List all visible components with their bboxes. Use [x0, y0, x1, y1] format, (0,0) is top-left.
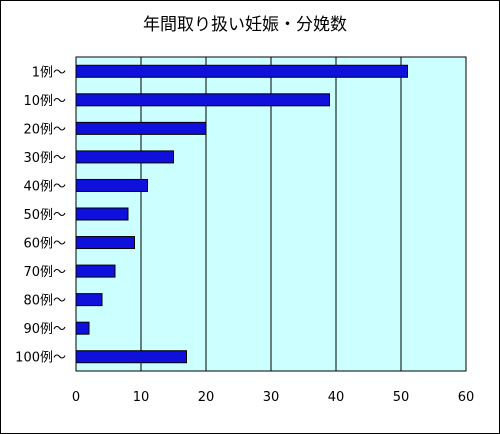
x-tick-label: 50	[393, 390, 410, 405]
category-label: 20例〜	[23, 122, 66, 137]
x-tick-label: 30	[263, 390, 280, 405]
bar	[75, 350, 187, 364]
bar	[75, 207, 129, 221]
plot-area: 0 10 20 30 40 50 60 1例〜 10例〜 20例〜 30例〜 40例〜 50例〜 60例〜…	[15, 56, 475, 405]
category-label: 60例〜	[23, 237, 66, 252]
x-tick-label: 10	[133, 390, 150, 405]
x-tick-label: 60	[458, 390, 475, 405]
category-label: 70例〜	[23, 265, 66, 280]
bar	[75, 236, 135, 250]
bar	[75, 64, 408, 78]
x-tick-label: 0	[72, 390, 80, 405]
x-tick-label: 20	[198, 390, 215, 405]
bar	[75, 150, 174, 164]
category-label: 50例〜	[23, 208, 66, 223]
category-label: 40例〜	[23, 179, 66, 194]
category-label: 10例〜	[23, 94, 66, 109]
category-label: 90例〜	[23, 322, 66, 337]
bar	[75, 121, 207, 135]
bar	[75, 93, 330, 107]
chart-title: 年間取り扱い妊娠・分娩数	[143, 15, 347, 35]
x-tick-label: 40	[328, 390, 345, 405]
category-label: 30例〜	[23, 151, 66, 166]
category-label: 1例〜	[32, 65, 66, 80]
category-label: 100例〜	[15, 351, 66, 366]
bar	[75, 293, 103, 307]
bar	[75, 321, 90, 335]
bar	[75, 178, 148, 192]
bar	[75, 264, 116, 278]
category-label: 80例〜	[23, 294, 66, 309]
